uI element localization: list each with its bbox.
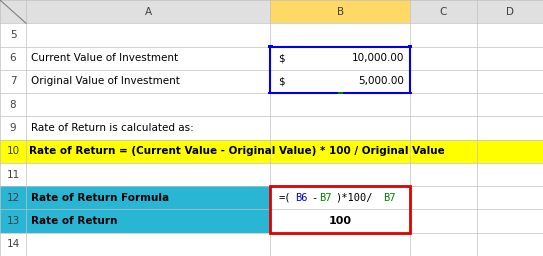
Text: B6: B6 [295,193,307,203]
Text: )*100/: )*100/ [335,193,372,203]
Text: -: - [311,193,317,203]
Bar [338,92,343,94]
Bar [26,209,270,233]
Text: B7: B7 [383,193,396,203]
Bar [270,47,410,93]
Bar [268,45,273,48]
Bar [0,209,26,233]
Text: Rate of Return = (Current Value - Original Value) * 100 / Original Value: Rate of Return = (Current Value - Origin… [29,146,445,156]
Text: 10,000.00: 10,000.00 [352,53,405,63]
Text: C: C [440,7,447,17]
Bar [0,140,543,163]
Text: 5,000.00: 5,000.00 [359,77,405,87]
Text: A: A [144,7,152,17]
Bar [268,92,273,94]
Text: D: D [506,7,514,17]
Bar [407,45,413,48]
Text: 12: 12 [7,193,20,203]
Text: Rate of Return: Rate of Return [31,216,118,226]
Text: 13: 13 [7,216,20,226]
Bar [0,186,26,209]
Text: =(: =( [279,193,291,203]
Bar [0,0,543,23]
Bar [270,0,410,23]
Text: 100: 100 [329,216,352,226]
Bar [270,186,410,233]
Text: 14: 14 [7,239,20,249]
Text: $: $ [279,53,285,63]
Text: Rate of Return is calculated as:: Rate of Return is calculated as: [31,123,194,133]
Text: 11: 11 [7,169,20,179]
Text: 9: 9 [10,123,16,133]
Text: 10: 10 [7,146,20,156]
Text: B7: B7 [319,193,331,203]
Text: Current Value of Investment: Current Value of Investment [31,53,179,63]
Text: $: $ [279,77,285,87]
Text: Rate of Return Formula: Rate of Return Formula [31,193,169,203]
Text: 5: 5 [10,30,16,40]
Text: 8: 8 [10,100,16,110]
Bar [407,92,413,94]
Bar [26,186,270,209]
Text: 6: 6 [10,53,16,63]
Text: B: B [337,7,344,17]
Text: Original Value of Investment: Original Value of Investment [31,77,180,87]
Text: 7: 7 [10,77,16,87]
